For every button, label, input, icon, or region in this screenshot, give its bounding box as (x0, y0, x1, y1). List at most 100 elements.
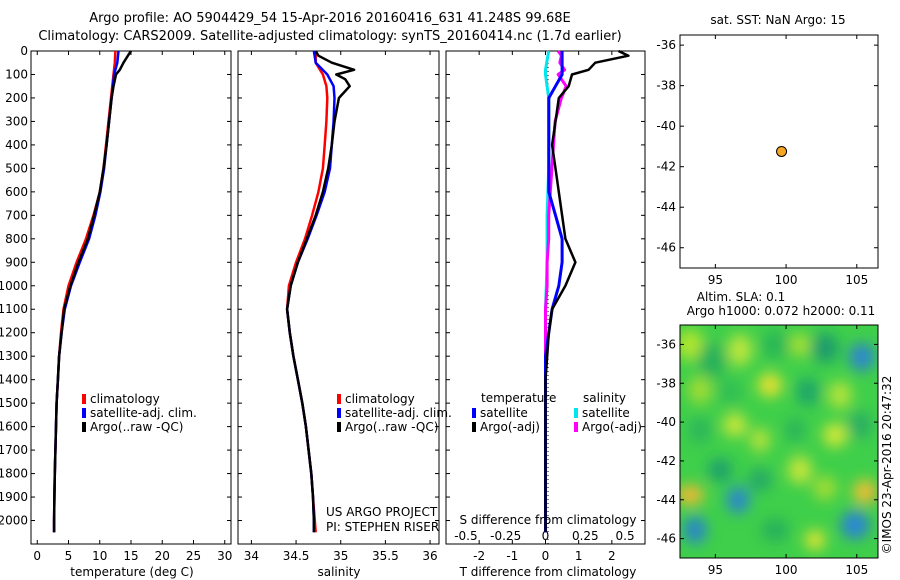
x-tick-label: 105 (845, 563, 868, 577)
y-tick-label: -42 (656, 454, 676, 468)
y-tick-label: 1300 (0, 349, 28, 363)
legend-swatch-satellite (82, 408, 86, 418)
difference-panel: -2 -1 0 1 2 -0.5 -0.25 0 0.25 0.5 T difference fr… (445, 49, 646, 579)
legend-label-argo: Argo(..raw -QC) (345, 420, 438, 434)
x-tick-label: 100 (775, 273, 798, 287)
x-tick-label: -1 (506, 549, 518, 563)
y-tick-label: 1900 (0, 490, 28, 504)
legend-swatch-climatology (337, 394, 341, 404)
legend-label-satellite: satellite-adj. clim. (345, 406, 452, 420)
legend-label-argo: Argo(..raw -QC) (90, 420, 183, 434)
salinity-axes-frame (237, 50, 440, 545)
y-tick-label: -44 (656, 200, 676, 214)
x-tick-label: 105 (845, 273, 868, 287)
chart-title-line1: Argo profile: AO 5904429_54 15-Apr-2016 … (89, 11, 571, 26)
legend-label-climatology: climatology (90, 392, 160, 406)
x-tick-label: 100 (775, 563, 798, 577)
y-tick-label: -40 (656, 119, 676, 133)
pi-text: PI: STEPHEN RISER (326, 520, 439, 534)
t-difference-xlabel: T difference from climatology (459, 565, 637, 579)
x-top-tick-label: -0.5 (454, 529, 477, 543)
legend-label-climatology: climatology (345, 392, 415, 406)
y-tick-label: 900 (5, 255, 28, 269)
sla-map-panel: Altim. SLA: 0.1 Argo h1000: 0.072 h2000:… (656, 290, 894, 577)
y-tick-label: -36 (656, 337, 676, 351)
temperature-legend: climatology satellite-adj. clim. Argo(..… (82, 392, 197, 434)
y-tick-label: -46 (656, 241, 676, 255)
x-tick-label: 20 (155, 549, 170, 563)
s-difference-xlabel: S difference from climatology (460, 513, 637, 527)
y-tick-label: 300 (5, 114, 28, 128)
x-tick-label: 0 (542, 549, 550, 563)
x-tick-label: 0 (33, 549, 41, 563)
y-tick-label: -38 (656, 79, 676, 93)
y-tick-label: 100 (5, 67, 28, 81)
x-tick-label: 2 (608, 549, 616, 563)
y-tick-label: 400 (5, 138, 28, 152)
salinity-legend: climatology satellite-adj. clim. Argo(..… (337, 392, 452, 434)
y-tick-label: -40 (656, 415, 676, 429)
legend-label-s-satellite: satellite (582, 406, 630, 420)
y-tick-label: 0 (20, 44, 28, 58)
salinity-panel: 34 34.5 35 35.5 36 salinity climatology sate… (237, 50, 452, 579)
legend-swatch-t-satellite (472, 408, 476, 418)
legend-label-t-argo: Argo(-adj) (480, 420, 540, 434)
x-tick-label: 34 (244, 549, 259, 563)
x-top-tick-label: 0 (542, 529, 550, 543)
x-tick-label: 95 (708, 563, 723, 577)
profile-location-marker (776, 145, 788, 157)
temperature-panel: 0100200300400500600700800900100011001200… (0, 44, 645, 579)
x-tick-label: 36 (422, 549, 437, 563)
y-tick-label: -42 (656, 160, 676, 174)
x-tick-label: 35 (333, 549, 348, 563)
y-tick-label: 1800 (0, 467, 28, 481)
legend-swatch-satellite (337, 408, 341, 418)
legend-swatch-argo (337, 422, 341, 432)
sla-title-line1: Altim. SLA: 0.1 (697, 290, 785, 304)
timestamp-stamp: ©IMOS 23-Apr-2016 20:47:32 (880, 376, 894, 555)
y-tick-label: 1600 (0, 420, 28, 434)
legend-label-s-argo: Argo(-adj) (582, 420, 642, 434)
y-tick-label: 500 (5, 161, 28, 175)
legend-swatch-s-argo (574, 422, 578, 432)
x-top-tick-label: -0.25 (490, 529, 521, 543)
legend-swatch-t-argo (472, 422, 476, 432)
legend-swatch-s-satellite (574, 408, 578, 418)
sst-map-panel: sat. SST: NaN Argo: 15 -36 -38 -40 -42 -44 -4… (656, 13, 879, 287)
y-tick-label: 1100 (0, 302, 28, 316)
series-line-argo-raw-qc- (52, 50, 133, 533)
sla-axes-frame (679, 324, 879, 559)
y-tick-label: 1400 (0, 373, 28, 387)
y-tick-label: 200 (5, 91, 28, 105)
series-line-climatology (52, 50, 117, 533)
sla-heatmap (680, 325, 878, 558)
y-tick-label: 1500 (0, 396, 28, 410)
y-tick-label: 2000 (0, 514, 28, 528)
legend-swatch-climatology (82, 394, 86, 404)
x-tick-label: 5 (65, 549, 73, 563)
x-tick-label: -2 (473, 549, 485, 563)
legend-swatch-argo (82, 422, 86, 432)
x-tick-label: 95 (708, 273, 723, 287)
y-tick-label: 700 (5, 208, 28, 222)
difference-legend: temperature salinity satellite Argo(-adj… (472, 391, 642, 434)
x-top-tick-label: 0.5 (616, 529, 635, 543)
y-tick-label: 600 (5, 185, 28, 199)
y-tick-label: 1000 (0, 279, 28, 293)
credit-text: US ARGO PROJECT (326, 505, 438, 519)
x-tick-label: 35.5 (372, 549, 399, 563)
x-tick-label: 10 (92, 549, 107, 563)
x-tick-label: 34.5 (283, 549, 310, 563)
y-tick-label: 1700 (0, 443, 28, 457)
y-tick-label: 1200 (0, 326, 28, 340)
sla-title-line2: Argo h1000: 0.072 h2000: 0.11 (687, 304, 876, 318)
y-tick-label: -36 (656, 38, 676, 52)
y-tick-label: -38 (656, 376, 676, 390)
chart-title-line2: Climatology: CARS2009. Satellite-adjuste… (38, 29, 622, 44)
y-tick-label: -46 (656, 532, 676, 546)
temperature-axes-frame (30, 50, 232, 545)
x-tick-label: 25 (186, 549, 201, 563)
sst-axes-frame (679, 34, 879, 269)
x-top-tick-label: 0.25 (572, 529, 599, 543)
